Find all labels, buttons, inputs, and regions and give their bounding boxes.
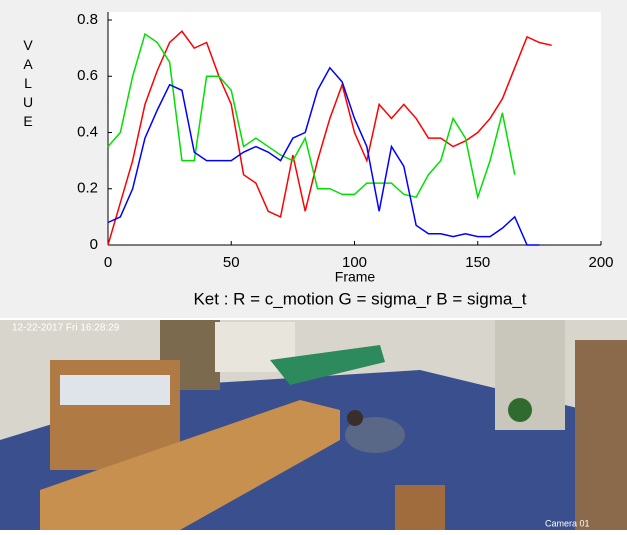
- person-head: [347, 410, 363, 426]
- camera-label: Camera 01: [545, 518, 590, 528]
- x-axis-label: Frame: [335, 269, 376, 285]
- page: VALUE Frame Ket : R = c_motion G = sigma…: [0, 0, 627, 530]
- y-axis-label: VALUE: [22, 36, 34, 131]
- x-tick-label: 0: [104, 254, 112, 271]
- timestamp: 12-22-2017 Fri 16:28:29: [12, 323, 120, 334]
- photo: 12-22-2017 Fri 16:28:29 Camera 01: [0, 320, 627, 530]
- plot-area: [108, 12, 601, 245]
- y-tick-label: 0.2: [77, 180, 98, 197]
- x-tick-label: 200: [588, 254, 613, 271]
- cabinet: [575, 340, 627, 530]
- chair: [395, 485, 445, 530]
- binders: [60, 375, 170, 405]
- y-tick-label: 0.4: [77, 123, 98, 140]
- plant: [508, 398, 532, 422]
- x-tick-label: 150: [465, 254, 490, 271]
- x-tick-label: 100: [342, 254, 367, 271]
- y-tick-label: 0: [90, 236, 98, 253]
- caption: Ket : R = c_motion G = sigma_r B = sigma…: [193, 289, 526, 308]
- y-tick-label: 0.8: [77, 11, 98, 28]
- y-tick-label: 0.6: [77, 67, 98, 84]
- chart: Frame Ket : R = c_motion G = sigma_r B =…: [0, 0, 627, 530]
- x-tick-label: 50: [223, 254, 240, 271]
